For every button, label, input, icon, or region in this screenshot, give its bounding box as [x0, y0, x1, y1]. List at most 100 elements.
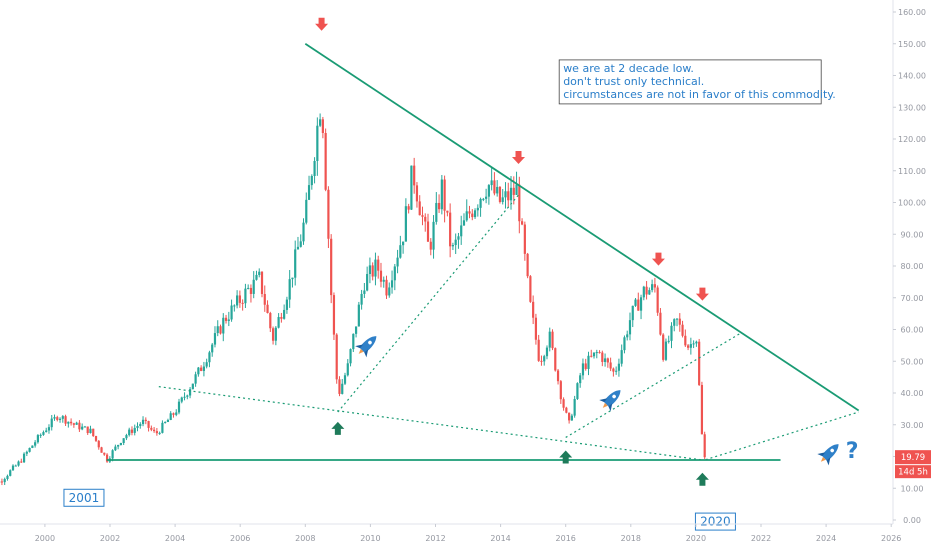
y-tick-label: 150.00 [898, 40, 926, 49]
x-tick-label: 2016 [556, 534, 576, 543]
candle-up [634, 300, 636, 306]
candle-down [250, 288, 252, 294]
candle-up [278, 317, 280, 328]
candle-down [421, 215, 423, 217]
candle-up [275, 328, 277, 341]
candle-up [67, 422, 69, 424]
x-tick-label: 2008 [295, 534, 315, 543]
candle-down [493, 180, 495, 193]
candle-down [681, 325, 683, 336]
candle-down [610, 362, 612, 368]
candle-down [449, 213, 451, 247]
candle-down [385, 280, 387, 296]
y-tick-label: 110.00 [898, 167, 926, 176]
candle-up [673, 319, 675, 326]
x-tick-label: 2002 [100, 534, 120, 543]
candle-down [200, 368, 202, 371]
candle-up [29, 448, 31, 452]
candle-up [76, 423, 78, 425]
x-tick-label: 2020 [686, 534, 706, 543]
candle-up [84, 427, 86, 428]
candle-down [427, 222, 429, 242]
candle-down [532, 302, 534, 318]
candle-up [347, 363, 349, 375]
label-2020[interactable]: 2020 [695, 513, 735, 530]
candle-up [23, 454, 25, 463]
candle-down [327, 190, 329, 239]
candle-up [26, 452, 28, 454]
candle-up [502, 197, 504, 202]
y-tick-label: 100.00 [898, 199, 926, 208]
candle-down [698, 342, 700, 385]
candle-up [477, 208, 479, 210]
y-tick-label: 0.00 [903, 516, 921, 525]
candle-up [515, 185, 517, 195]
candle-up [670, 326, 672, 341]
candle-down [145, 420, 147, 421]
y-tick-label: 130.00 [898, 103, 926, 112]
candle-down [659, 313, 661, 335]
candle-up [618, 364, 620, 371]
candle-down [147, 421, 149, 428]
x-tick-label: 2014 [490, 534, 510, 543]
candle-up [186, 395, 188, 396]
candle-up [457, 236, 459, 239]
candle-up [37, 435, 39, 442]
x-tick-label: 2026 [881, 534, 901, 543]
candle-up [432, 222, 434, 250]
candle-up [211, 345, 213, 353]
candle-down [438, 203, 440, 209]
candle-down [444, 180, 446, 211]
candle-up [255, 275, 257, 280]
candle-down [637, 300, 639, 311]
candle-up [300, 241, 302, 247]
candle-up [214, 333, 216, 345]
candle-down [87, 427, 89, 433]
candle-down [333, 295, 335, 335]
candle-down [219, 326, 221, 333]
candle-down [507, 191, 509, 200]
candle-up [504, 191, 506, 197]
candle-up [297, 247, 299, 250]
candle-up [206, 362, 208, 366]
candle-up [217, 326, 219, 333]
candle-down [518, 185, 520, 222]
label-2001[interactable]: 2001 [64, 489, 104, 506]
candle-up [167, 420, 169, 422]
candle-up [479, 199, 481, 208]
note-box[interactable]: we are at 2 decade low.don't trust only … [559, 60, 836, 104]
candle-up [574, 399, 576, 416]
candle-down [150, 428, 152, 430]
candle-down [585, 363, 587, 369]
candle-down [657, 288, 659, 313]
candle-up [283, 310, 285, 319]
candle-up [183, 397, 185, 398]
candle-up [632, 306, 634, 320]
candle-down [172, 413, 174, 415]
candle-down [78, 423, 80, 430]
candle-up [134, 428, 136, 433]
candle-down [687, 345, 689, 347]
candle-up [399, 245, 401, 257]
candle-down [280, 317, 282, 319]
candle-up [690, 344, 692, 348]
countdown-tag: 14d 5h [895, 465, 931, 478]
candle-down [377, 260, 379, 271]
candle-down [73, 423, 75, 425]
candle-up [42, 432, 44, 435]
candle-up [695, 342, 697, 344]
last-price-tag: 19.79 [895, 450, 931, 464]
candle-up [128, 430, 130, 436]
candle-down [524, 225, 526, 254]
candle-up [643, 287, 645, 298]
candle-up [175, 412, 177, 414]
candle-up [394, 266, 396, 280]
question-mark: ? [846, 439, 859, 464]
candle-down [560, 381, 562, 399]
candle-up [286, 300, 288, 310]
candle-up [164, 422, 166, 423]
y-tick-label: 70.00 [901, 294, 924, 303]
candle-up [170, 413, 172, 420]
